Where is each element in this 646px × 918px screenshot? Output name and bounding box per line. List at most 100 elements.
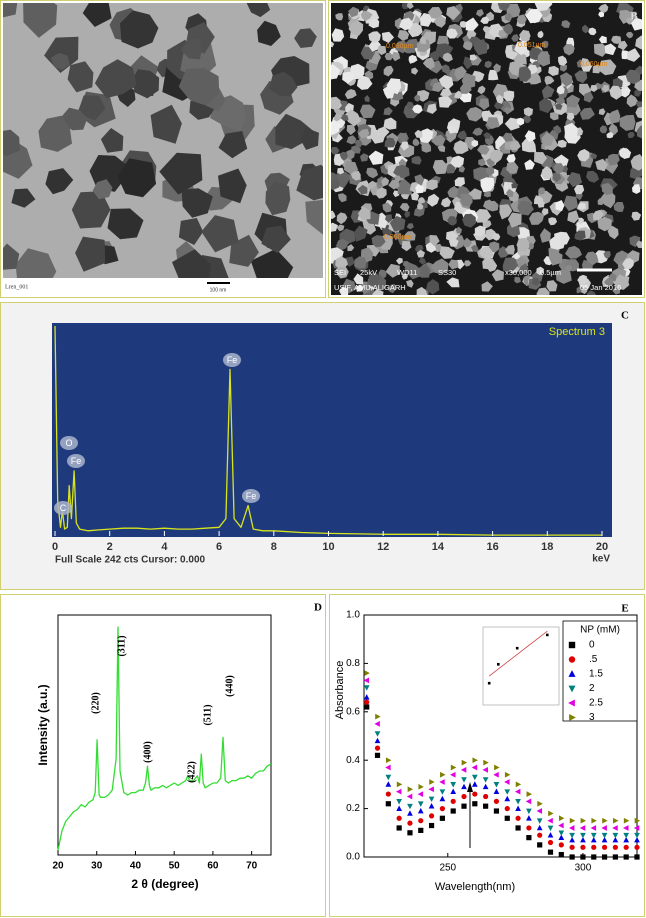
marker <box>634 832 640 839</box>
particle <box>503 23 514 35</box>
marker <box>418 783 424 790</box>
particle <box>498 29 507 38</box>
particle <box>473 39 488 56</box>
particle <box>421 142 432 153</box>
particle <box>631 211 642 221</box>
particle <box>331 121 341 136</box>
marker <box>558 834 565 840</box>
particle <box>414 129 423 138</box>
particle <box>45 168 74 195</box>
particle <box>447 186 459 199</box>
particle <box>555 97 566 105</box>
x-tick-label: 8 <box>271 541 277 553</box>
legend-marker <box>568 685 576 693</box>
particle <box>395 40 408 54</box>
panel-label: C <box>621 310 629 322</box>
x-tick-label: 0 <box>52 541 58 553</box>
x-tick-label: 6 <box>216 541 222 553</box>
particle <box>598 108 606 116</box>
particle <box>178 218 204 245</box>
x-tick-label: 60 <box>207 861 219 872</box>
particle <box>300 127 319 150</box>
marker <box>363 677 370 684</box>
marker <box>375 713 381 720</box>
particle <box>603 278 614 287</box>
particle <box>82 3 112 27</box>
marker <box>429 779 435 785</box>
particle <box>331 147 340 155</box>
particle <box>472 127 483 136</box>
marker <box>536 818 543 824</box>
particle <box>566 94 581 108</box>
particle <box>368 150 384 165</box>
marker <box>471 781 478 787</box>
particle <box>384 52 394 61</box>
particle <box>386 78 402 95</box>
y-tick-label: 1.0 <box>346 610 360 621</box>
x-tick-label: 300 <box>575 863 592 874</box>
marker <box>526 825 532 831</box>
particle <box>3 3 18 18</box>
marker <box>558 822 564 829</box>
marker <box>612 854 618 860</box>
particle <box>397 132 408 143</box>
legend-label: 1.5 <box>589 669 603 680</box>
particle <box>71 191 111 229</box>
particle <box>612 286 620 295</box>
marker <box>385 774 392 781</box>
y-tick-label: 0.2 <box>346 803 360 814</box>
particle <box>511 182 519 189</box>
sem-info: 0.5µm <box>540 268 561 277</box>
particle <box>201 215 239 253</box>
particle <box>457 130 467 140</box>
particle <box>335 266 349 279</box>
particle <box>556 84 565 95</box>
particle <box>577 149 590 162</box>
particle <box>604 43 617 56</box>
particle <box>636 101 642 108</box>
marker <box>623 844 629 850</box>
legend-marker <box>568 670 576 677</box>
particle <box>609 85 622 100</box>
particle <box>550 112 559 121</box>
particle <box>346 124 356 136</box>
particle <box>553 163 565 175</box>
legend-label: 2 <box>589 683 595 694</box>
marker <box>396 815 402 821</box>
particle <box>481 110 489 119</box>
particle <box>521 138 537 153</box>
particle <box>459 83 472 94</box>
particle <box>368 31 381 43</box>
particle <box>574 70 588 84</box>
particle <box>261 225 291 254</box>
marker <box>591 817 597 824</box>
particle <box>483 199 493 210</box>
marker <box>633 825 640 831</box>
marker <box>407 830 413 836</box>
particle <box>599 190 616 209</box>
particle <box>448 259 459 270</box>
particle <box>586 290 597 295</box>
particle <box>23 3 58 38</box>
particle <box>348 6 359 18</box>
marker <box>515 825 521 831</box>
particle <box>38 115 72 152</box>
marker <box>590 836 597 843</box>
particle <box>412 138 420 146</box>
particle <box>517 200 534 216</box>
peak-label: (511) <box>202 704 213 725</box>
particle <box>469 54 478 61</box>
particle <box>399 17 414 31</box>
peak-label: (220) <box>90 692 101 714</box>
marker <box>536 824 543 831</box>
marker <box>612 825 618 831</box>
marker <box>558 830 565 836</box>
marker <box>407 820 413 826</box>
particle <box>504 12 513 22</box>
marker <box>558 851 564 858</box>
particle <box>431 134 446 146</box>
particle <box>411 67 419 75</box>
marker <box>547 817 553 824</box>
particle <box>433 15 446 28</box>
particle <box>539 228 551 243</box>
